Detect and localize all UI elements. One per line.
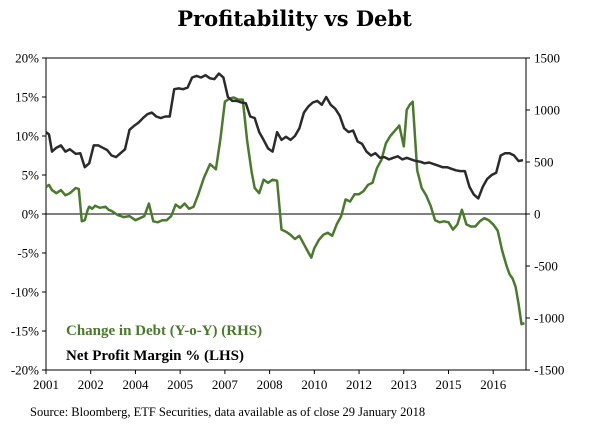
x-tick-label: 2012 <box>346 377 372 392</box>
left-tick-label: 10% <box>15 129 39 144</box>
x-tick-label: 2005 <box>167 377 193 392</box>
left-tick-label: 0% <box>22 207 40 222</box>
left-tick-label: 5% <box>22 168 40 183</box>
right-tick-label: -1000 <box>534 311 564 326</box>
series-line-net-profit-margin <box>45 72 524 200</box>
right-tick-label: 1500 <box>534 51 560 66</box>
chart-title: Profitability vs Debt <box>177 6 412 31</box>
legend-entry-net-profit-margin: Net Profit Margin % (LHS) <box>66 348 244 364</box>
left-tick-label: 15% <box>15 90 39 105</box>
right-tick-label: 0 <box>534 207 541 222</box>
left-tick-label: -10% <box>11 285 39 300</box>
right-tick-label: 500 <box>534 155 554 170</box>
left-axis-ticks: 20% 15% 10% 5% 0% -5% -10% -15% -20% <box>11 51 46 378</box>
x-tick-label: 2001 <box>33 377 59 392</box>
x-tick-label: 2016 <box>480 377 507 392</box>
source-note: Source: Bloomberg, ETF Securities, data … <box>30 405 426 419</box>
x-tick-label: 2015 <box>435 377 461 392</box>
legend-entry-change-in-debt: Change in Debt (Y-o-Y) (RHS) <box>66 323 262 339</box>
x-axis-ticks: 2001 2002 2004 2005 2007 2008 2010 2012 2013 2015… <box>33 370 507 392</box>
x-tick-label: 2013 <box>391 377 417 392</box>
x-tick-label: 2007 <box>212 377 239 392</box>
left-tick-label: -5% <box>17 246 39 261</box>
series-lines <box>45 72 525 326</box>
left-tick-label: 20% <box>15 51 39 66</box>
right-axis-ticks: 1500 1000 500 0 -500 -1000 -1500 <box>526 51 564 378</box>
right-tick-label: -500 <box>534 259 558 274</box>
x-tick-label: 2004 <box>122 377 149 392</box>
left-tick-label: -20% <box>11 363 39 378</box>
left-tick-label: -15% <box>11 324 39 339</box>
right-tick-label: 1000 <box>534 103 560 118</box>
right-tick-label: -1500 <box>534 363 564 378</box>
x-tick-label: 2002 <box>78 377 104 392</box>
x-tick-label: 2008 <box>257 377 283 392</box>
series-line-change-in-debt <box>45 96 525 326</box>
x-tick-label: 2010 <box>301 377 327 392</box>
